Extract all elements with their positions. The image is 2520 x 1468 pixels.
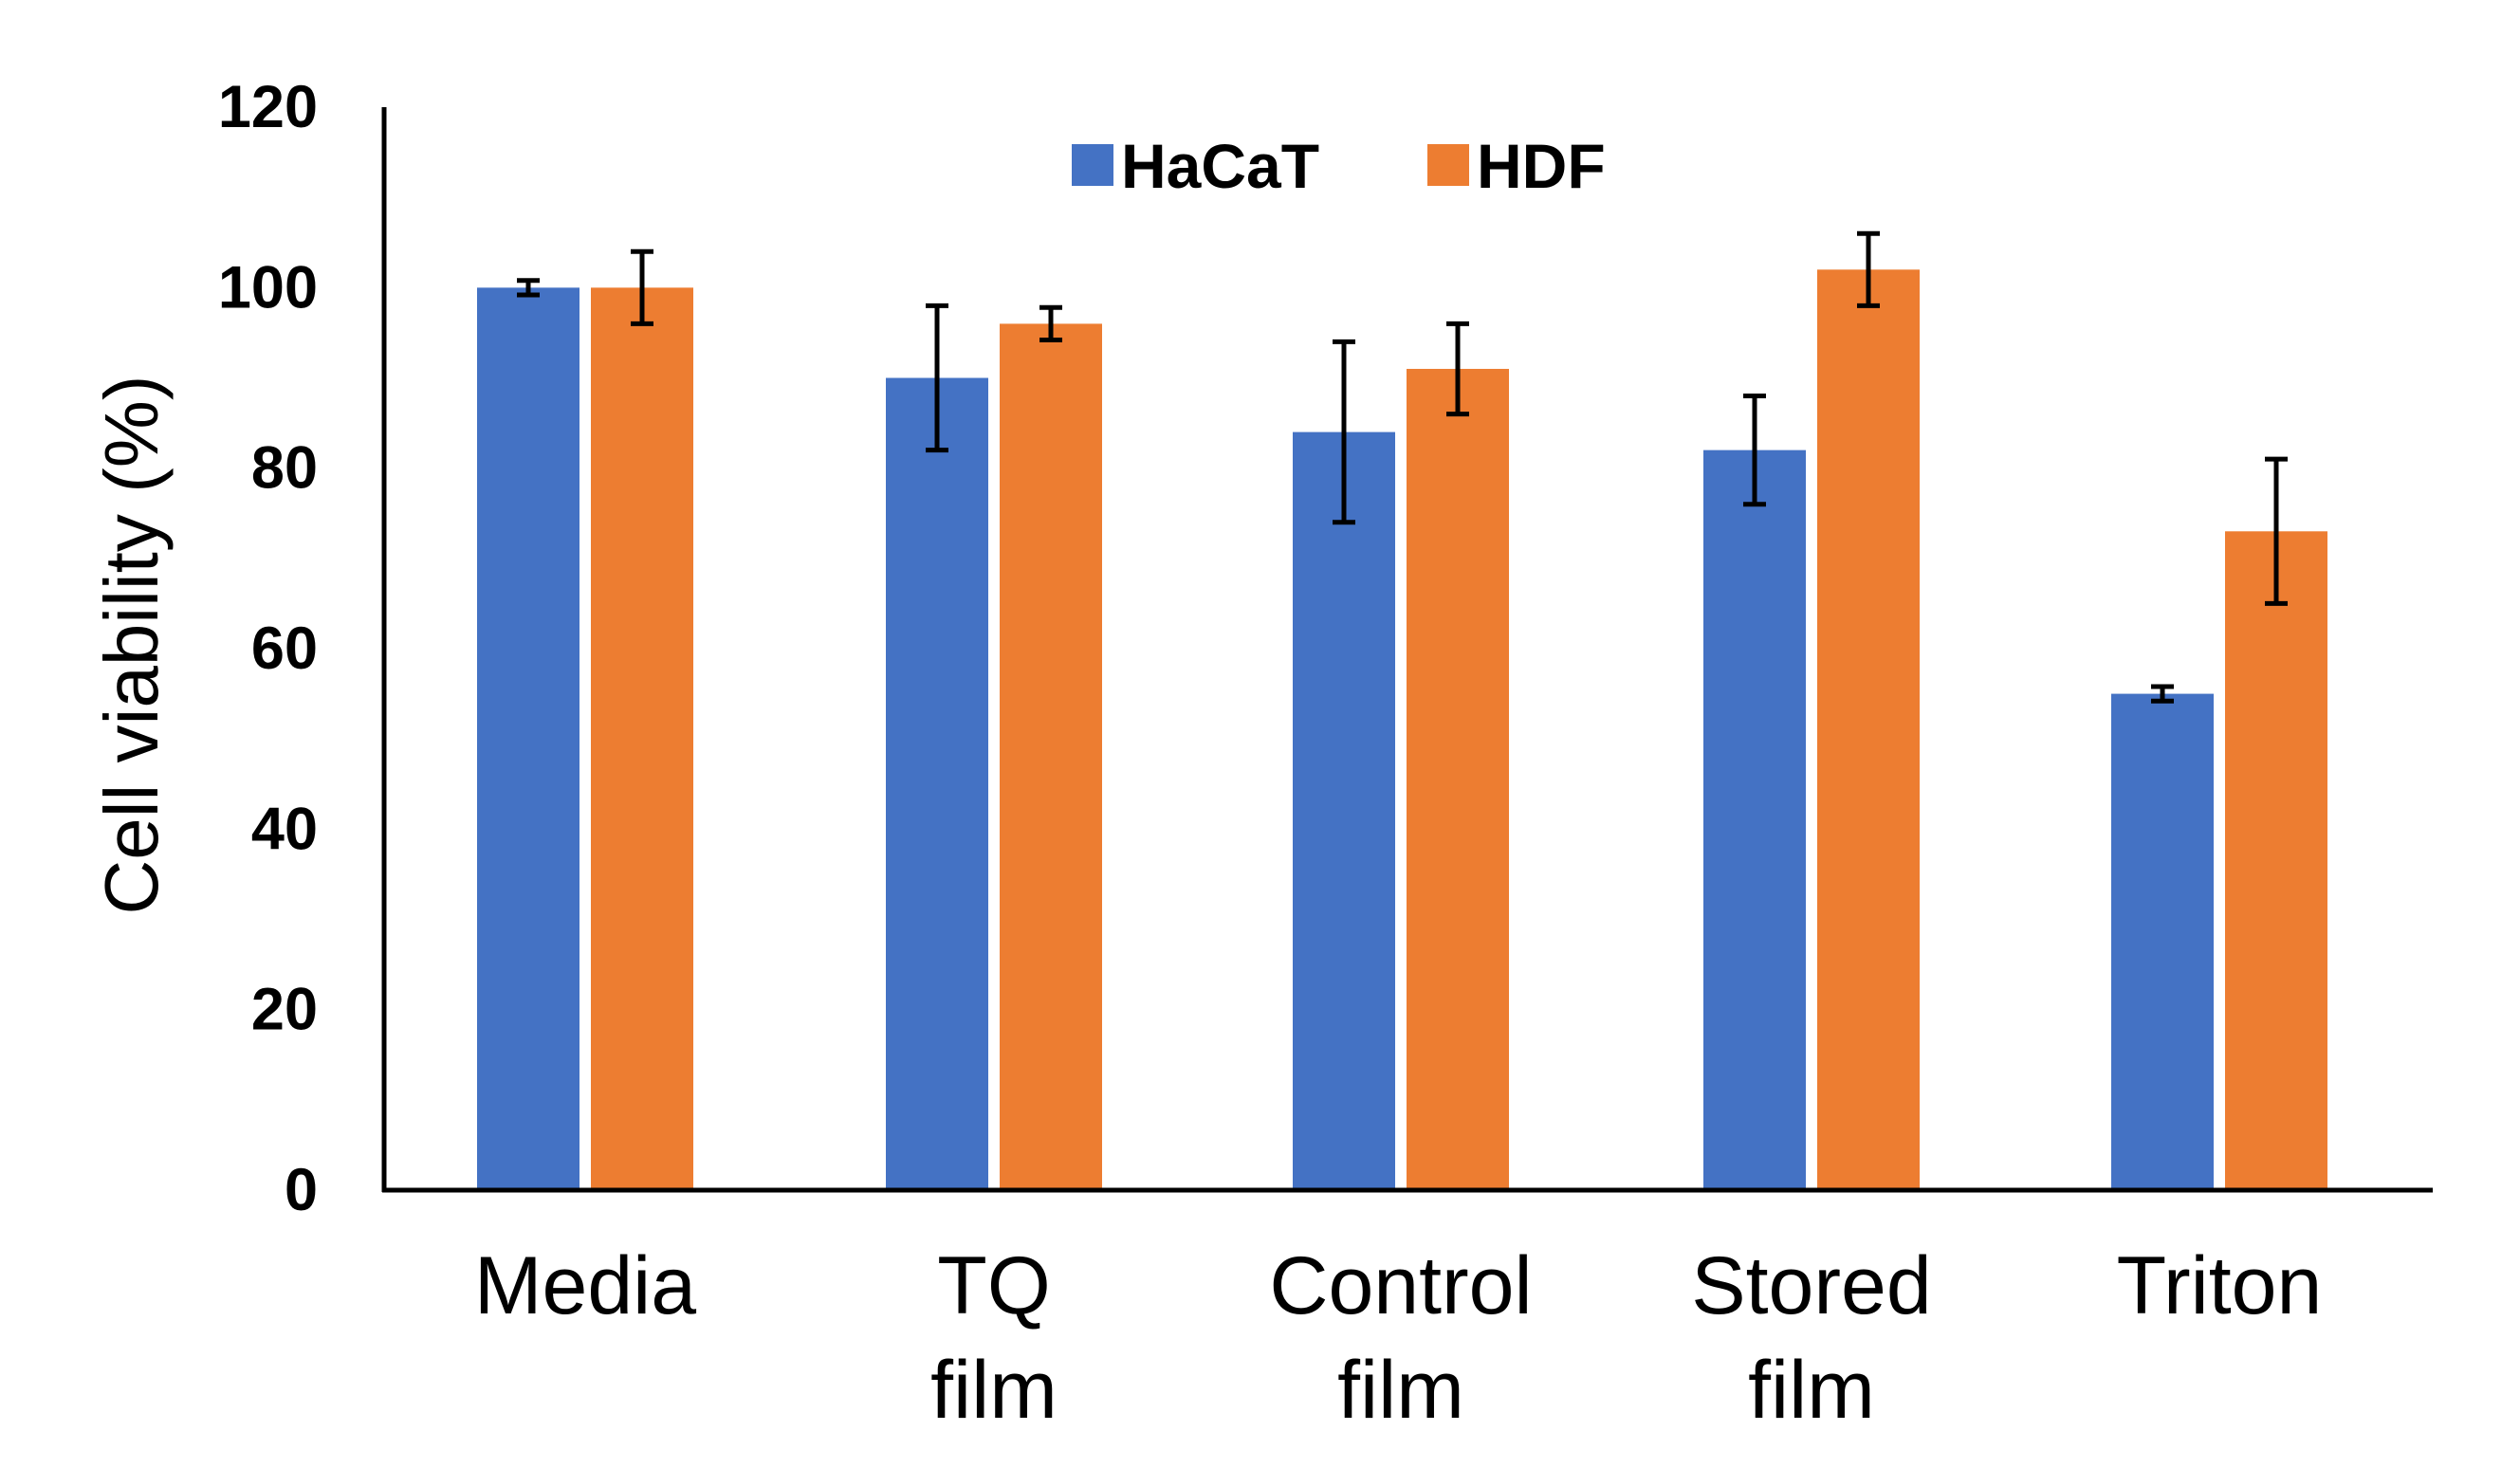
error-bar-hacat-2 [1333, 339, 1355, 525]
axes-layer [381, 107, 2433, 1193]
bar-hacat-4 [2111, 693, 2214, 1190]
y-tick-labels: 0 20 40 60 80 100 120 [218, 74, 318, 1223]
error-bar-hdf-1 [1039, 304, 1062, 343]
error-bar-hdf-0 [631, 248, 653, 326]
legend-label-hdf: HDF [1477, 131, 1606, 201]
error-bars-layer [517, 230, 2288, 704]
bar-hacat-1 [886, 377, 988, 1190]
y-tick-label-120: 120 [218, 74, 318, 140]
x-category-label-2: Control film [1269, 1240, 1532, 1436]
error-bar-hdf-4 [2265, 456, 2288, 606]
x-category-labels: Media TQ film Control film Stored film Triton [474, 1240, 2322, 1436]
legend-swatch-hdf [1427, 144, 1469, 186]
bar-hdf-3 [1817, 269, 1920, 1190]
error-bar-hacat-0 [517, 278, 540, 298]
y-tick-label-40: 40 [251, 796, 318, 862]
x-category-label-0: Media [474, 1240, 696, 1331]
y-tick-label-60: 60 [251, 615, 318, 682]
legend: HaCaT HDF [1072, 131, 1606, 201]
bar-hdf-4 [2225, 531, 2327, 1190]
y-tick-label-80: 80 [251, 435, 318, 502]
bar-hacat-2 [1293, 431, 1395, 1191]
x-category-label-1: TQ film [930, 1240, 1058, 1436]
y-tick-label-100: 100 [218, 254, 318, 321]
bar-hacat-0 [477, 287, 579, 1190]
bar-hacat-3 [1703, 450, 1806, 1191]
legend-swatch-hacat [1072, 144, 1113, 186]
y-tick-label-0: 0 [285, 1157, 318, 1223]
y-tick-label-20: 20 [251, 977, 318, 1043]
error-bar-hacat-4 [2151, 684, 2174, 704]
bar-hdf-0 [591, 287, 693, 1190]
error-bar-hacat-1 [926, 303, 948, 453]
error-bar-hacat-3 [1743, 394, 1766, 507]
error-bar-hdf-2 [1446, 321, 1469, 417]
error-bar-hdf-3 [1857, 230, 1880, 308]
bar-hdf-1 [1000, 323, 1102, 1190]
bars-layer [477, 269, 2327, 1191]
x-category-label-3: Stored film [1691, 1240, 1931, 1436]
x-category-label-4: Triton [2117, 1240, 2323, 1331]
legend-label-hacat: HaCaT [1121, 131, 1319, 201]
y-axis-label: Cell viability (%) [89, 376, 174, 915]
bar-hdf-2 [1407, 368, 1509, 1190]
